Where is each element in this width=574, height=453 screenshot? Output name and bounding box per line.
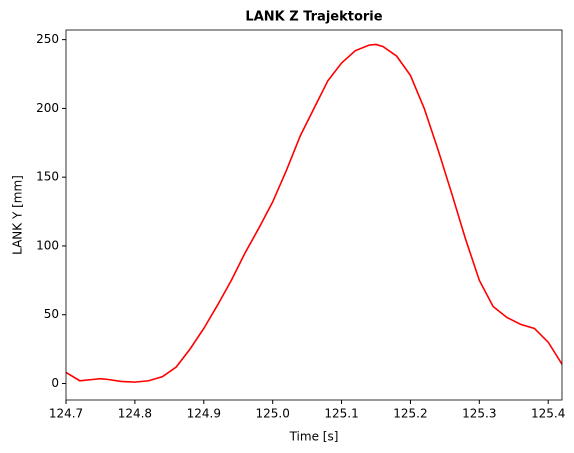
x-tick-label: 125.4 <box>531 407 565 421</box>
y-tick-label: 150 <box>36 170 59 184</box>
data-line <box>66 43 562 383</box>
y-tick-label: 100 <box>36 238 59 252</box>
x-tick-label: 125.2 <box>393 407 427 421</box>
x-tick-label: 125.1 <box>324 407 358 421</box>
x-tick-label: 124.8 <box>118 407 152 421</box>
y-tick-label: 0 <box>51 376 59 390</box>
y-axis-label: LANK Y [mm] <box>11 175 25 255</box>
x-tick-label: 124.9 <box>187 407 221 421</box>
y-tick-label: 50 <box>44 307 59 321</box>
y-tick-label: 200 <box>36 101 59 115</box>
x-tick-label: 124.7 <box>49 407 83 421</box>
x-tick-label: 125.0 <box>255 407 289 421</box>
chart-title: LANK Z Trajektorie <box>245 10 382 25</box>
x-tick-label: 125.3 <box>462 407 496 421</box>
y-tick-label: 250 <box>36 32 59 46</box>
plot-frame <box>65 29 563 401</box>
x-axis-label: Time [s] <box>289 430 339 444</box>
